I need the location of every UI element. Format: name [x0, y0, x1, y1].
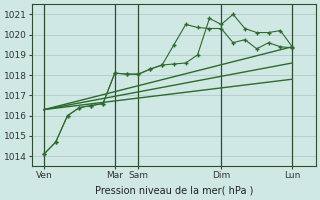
X-axis label: Pression niveau de la mer( hPa ): Pression niveau de la mer( hPa ) [95, 186, 253, 196]
